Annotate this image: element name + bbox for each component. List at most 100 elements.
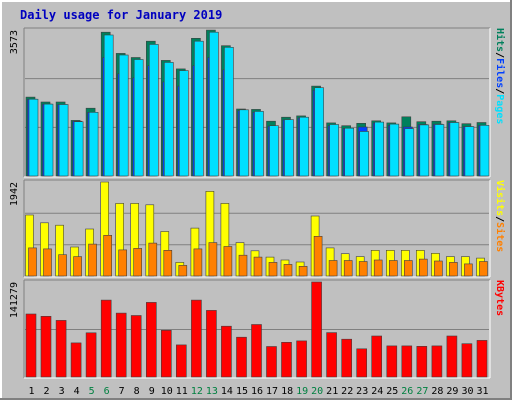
bar-sites-day-13: [208, 242, 218, 277]
bar-sites-day-22: [343, 260, 353, 277]
bar-kbytes-day-6: [100, 299, 112, 378]
day-label-30: 30: [461, 386, 473, 397]
bar-sites-day-27: [418, 258, 428, 277]
bar-pages-day-30: [464, 126, 475, 177]
bar-sites-day-18: [283, 264, 293, 277]
bar-kbytes-day-14: [221, 325, 232, 378]
day-label-2: 2: [43, 386, 49, 397]
panel-hits-files-pages: 3573 Hits/Files/Pages: [9, 27, 506, 178]
bar-sites-day-14: [223, 246, 233, 277]
bar-sites-day-21: [328, 260, 338, 277]
panel-legend: Visits/Sites: [494, 180, 506, 252]
day-label-10: 10: [161, 386, 173, 397]
bar-kbytes-day-7: [115, 312, 127, 378]
legend-entry: Visits: [494, 180, 506, 216]
bar-sites-day-3: [58, 254, 67, 277]
day-label-7: 7: [119, 386, 125, 397]
bar-kbytes-day-1: [25, 313, 37, 378]
series-pages: [28, 31, 490, 177]
bar-pages-day-6: [103, 34, 114, 177]
bar-pages-day-14: [224, 46, 234, 177]
panel-visits-sites: 1942 Visits/Sites: [9, 179, 506, 278]
bar-pages-day-5: [88, 112, 99, 177]
bar-sites-day-10: [163, 250, 173, 277]
bar-pages-day-11: [179, 70, 189, 177]
bar-pages-day-8: [133, 59, 144, 177]
bar-sites-day-1: [28, 247, 37, 277]
bar-sites-day-17: [268, 262, 278, 277]
day-label-28: 28: [431, 386, 443, 397]
legend-entry: Pages: [494, 94, 505, 124]
bar-kbytes-day-20: [311, 281, 322, 378]
bar-kbytes-day-9: [146, 302, 157, 378]
day-label-11: 11: [176, 386, 188, 397]
day-label-3: 3: [59, 386, 65, 397]
day-label-16: 16: [251, 386, 263, 397]
bar-sites-day-12: [193, 248, 203, 277]
day-label-18: 18: [281, 386, 293, 397]
bar-kbytes-day-26: [401, 345, 413, 378]
bar-pages-day-20: [314, 87, 324, 177]
bar-pages-day-4: [73, 121, 84, 177]
bar-kbytes-day-30: [461, 343, 473, 378]
bar-pages-day-21: [329, 124, 339, 177]
bar-pages-day-22: [344, 127, 355, 177]
bar-kbytes-day-12: [191, 299, 202, 378]
bar-pages-day-7: [118, 54, 129, 177]
bar-kbytes-day-18: [281, 341, 292, 378]
bar-pages-day-3: [58, 104, 69, 177]
day-label-6: 6: [104, 386, 110, 397]
legend-entry: KBytes: [494, 280, 505, 316]
day-axis-labels: 1 2 3 4 5 6 7 8 9 10 11 12 13 14 15 16 17 18 19 20 21 22 23 24 2…: [28, 386, 488, 397]
legend-entry: Hits: [494, 28, 506, 52]
bar-sites-day-30: [464, 263, 473, 277]
day-label-8: 8: [134, 386, 140, 397]
bar-pages-day-26: [404, 128, 415, 177]
bar-sites-day-4: [73, 256, 82, 277]
day-label-21: 21: [326, 386, 338, 397]
day-label-15: 15: [236, 386, 248, 397]
bar-sites-day-5: [88, 243, 97, 277]
bar-sites-day-11: [178, 265, 188, 277]
day-label-24: 24: [371, 386, 383, 397]
y-max-label: 141279: [9, 282, 20, 318]
bar-sites-day-28: [434, 260, 443, 277]
bar-sites-day-25: [388, 260, 398, 277]
bar-kbytes-day-22: [341, 338, 353, 378]
panel-legend: Hits/Files/Pages: [494, 28, 506, 124]
bar-kbytes-day-10: [161, 329, 172, 378]
bar-pages-day-31: [479, 125, 490, 177]
day-label-20: 20: [311, 386, 323, 397]
bar-pages-day-10: [164, 62, 174, 177]
day-label-31: 31: [476, 386, 488, 397]
bar-sites-day-8: [133, 248, 142, 277]
bar-kbytes-day-8: [130, 315, 142, 378]
legend-entry: /: [494, 88, 505, 94]
legend-entry: /: [494, 216, 505, 222]
bar-kbytes-day-4: [70, 342, 82, 378]
day-label-27: 27: [416, 386, 428, 397]
day-label-4: 4: [74, 386, 80, 397]
bar-kbytes-day-19: [296, 340, 307, 378]
bar-sites-day-31: [479, 261, 488, 277]
chart-title: Daily usage for January 2019: [20, 8, 222, 22]
bar-pages-day-29: [449, 122, 460, 177]
bar-sites-day-16: [253, 256, 263, 277]
day-label-22: 22: [341, 386, 353, 397]
bar-pages-day-16: [254, 111, 264, 177]
day-label-19: 19: [296, 386, 308, 397]
bar-kbytes-day-5: [85, 332, 97, 378]
panel-kbytes: 141279 KBytes: [9, 279, 505, 379]
bar-pages-day-17: [269, 125, 279, 177]
bar-kbytes-day-28: [431, 345, 443, 378]
bar-kbytes-day-23: [356, 348, 368, 378]
day-label-1: 1: [28, 386, 34, 397]
bar-kbytes-day-24: [371, 335, 383, 378]
day-label-12: 12: [191, 386, 203, 397]
panel-legend: KBytes: [494, 280, 505, 316]
legend-entry: Files: [494, 58, 506, 88]
bar-pages-day-9: [149, 44, 159, 177]
